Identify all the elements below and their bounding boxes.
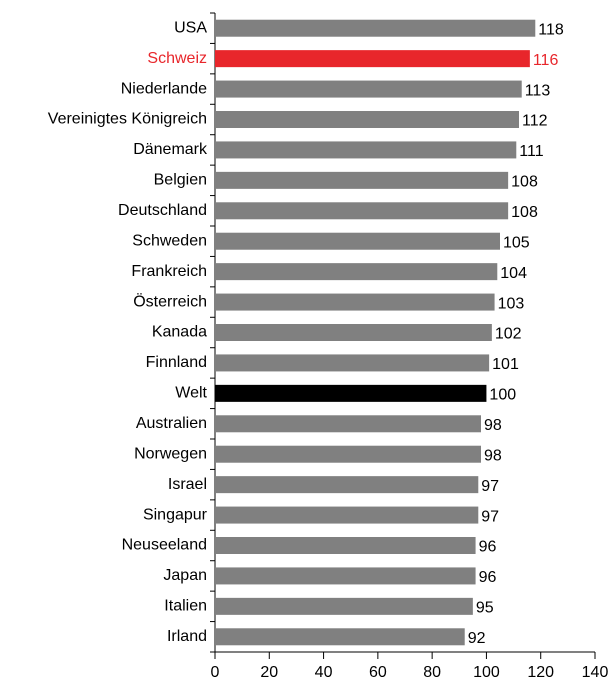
category-label: Frankreich — [131, 263, 207, 280]
category-label: USA — [174, 19, 207, 36]
bar — [215, 141, 517, 159]
bar — [215, 506, 479, 524]
bar — [215, 171, 509, 189]
bar — [215, 50, 530, 68]
value-label: 102 — [495, 326, 522, 343]
value-label: 103 — [498, 295, 525, 312]
bar — [215, 354, 490, 372]
category-label: Vereinigtes Königreich — [48, 111, 207, 128]
value-label: 92 — [468, 630, 486, 647]
category-label: Australien — [136, 415, 207, 432]
value-label: 101 — [492, 356, 519, 373]
category-label: Schweiz — [147, 50, 207, 67]
bar — [215, 567, 476, 585]
category-label: Österreich — [133, 292, 207, 310]
value-label: 97 — [481, 508, 499, 525]
bar — [215, 232, 500, 250]
value-label: 111 — [519, 143, 543, 160]
category-label: Irland — [167, 628, 207, 645]
value-label: 96 — [479, 569, 497, 586]
value-label: 97 — [481, 478, 499, 495]
bar — [215, 263, 498, 281]
category-label: Norwegen — [134, 445, 207, 462]
bar — [215, 597, 473, 615]
value-label: 116 — [533, 52, 559, 69]
category-label: Italien — [164, 598, 207, 615]
bar — [215, 293, 495, 311]
category-label: Deutschland — [118, 202, 207, 219]
x-tick-label: 80 — [423, 664, 441, 681]
bar — [215, 80, 522, 98]
category-label: Schweden — [132, 232, 207, 249]
category-label: Singapur — [143, 506, 208, 523]
value-label: 113 — [525, 82, 551, 99]
category-label: Finnland — [146, 354, 207, 371]
value-label: 95 — [476, 600, 494, 617]
category-label: Israel — [168, 476, 207, 493]
value-label: 108 — [511, 174, 538, 191]
value-label: 98 — [484, 447, 502, 464]
x-tick-label: 120 — [527, 664, 554, 681]
value-label: 104 — [500, 265, 527, 282]
value-label: 112 — [522, 113, 548, 130]
x-tick-label: 100 — [473, 664, 500, 681]
category-label: Welt — [175, 385, 207, 402]
bar — [215, 384, 487, 402]
value-label: 108 — [511, 204, 538, 221]
category-label: Belgien — [154, 172, 207, 189]
x-tick-label: 40 — [315, 664, 333, 681]
bar — [215, 19, 536, 37]
value-label: 105 — [503, 234, 530, 251]
x-tick-label: 0 — [211, 664, 220, 681]
value-label: 100 — [489, 387, 516, 404]
bar — [215, 111, 519, 128]
category-label: Japan — [163, 567, 207, 584]
bar — [215, 324, 492, 341]
value-label: 98 — [484, 417, 502, 434]
x-tick-label: 20 — [260, 664, 278, 681]
category-label: Kanada — [152, 324, 207, 341]
bar — [215, 628, 465, 646]
bar — [215, 537, 476, 554]
bar — [215, 202, 509, 220]
x-tick-label: 60 — [369, 664, 387, 681]
bar — [215, 415, 481, 433]
category-label: Neuseeland — [122, 537, 207, 554]
category-label: Dänemark — [133, 141, 208, 158]
bar — [215, 445, 481, 463]
value-label: 96 — [479, 539, 497, 556]
bar — [215, 476, 479, 494]
value-label: 118 — [538, 21, 564, 38]
x-tick-label: 140 — [582, 664, 609, 681]
category-label: Niederlande — [121, 80, 207, 97]
